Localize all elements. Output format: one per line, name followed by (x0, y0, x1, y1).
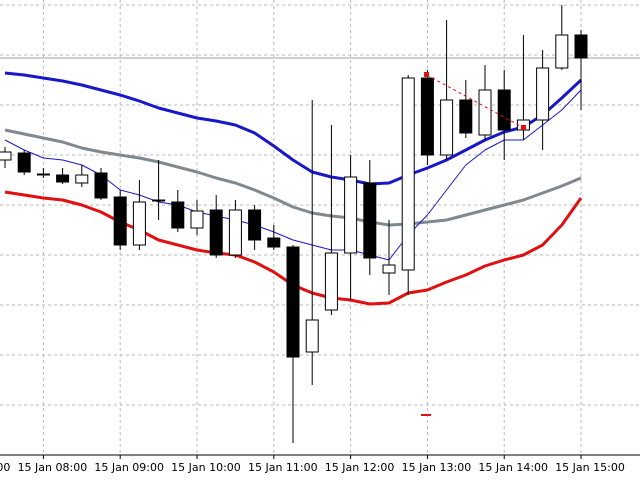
candle-body (401, 77, 415, 271)
candle-body (344, 176, 358, 254)
x-tick-label: 15 Jan 09:00 (94, 461, 164, 474)
candle-body (171, 201, 185, 229)
x-tick-label: 15 Jan 07:00 (0, 461, 10, 474)
candle-body (305, 319, 319, 353)
candle-body (478, 89, 492, 136)
candle-body (36, 173, 50, 176)
x-tick-label: 15 Jan 14:00 (478, 461, 548, 474)
trend-point (521, 125, 526, 130)
indicator-line (4, 89, 582, 261)
candle-body (363, 182, 377, 259)
x-tick-label: 15 Jan 15:00 (555, 461, 625, 474)
candle-body (132, 201, 146, 246)
candle-body (17, 152, 31, 173)
candle-body (574, 34, 588, 59)
candle-body (536, 67, 550, 121)
candle-body (440, 99, 454, 156)
trend-line (426, 74, 525, 129)
candle-body (555, 34, 569, 69)
candle-body (497, 89, 511, 131)
candle-body (267, 237, 281, 248)
x-tick-label: 15 Jan 13:00 (402, 461, 472, 474)
candle-body (459, 99, 473, 134)
candle-body (75, 174, 89, 184)
candle-body (286, 246, 300, 358)
candle-body (420, 77, 434, 156)
candle-body (228, 209, 242, 256)
candle-body (248, 209, 262, 241)
x-tick-label: 15 Jan 11:00 (248, 461, 318, 474)
candle-body (382, 264, 396, 274)
candle-body (209, 209, 223, 256)
candle-body (94, 172, 108, 199)
x-tick-label: 15 Jan 08:00 (18, 461, 88, 474)
indicator-line (4, 128, 582, 227)
candle-body (152, 199, 166, 202)
trend-point (424, 72, 429, 77)
candle-body (56, 174, 70, 183)
indicator-line (4, 71, 583, 186)
candle-body (190, 210, 204, 229)
x-tick-label: 15 Jan 12:00 (325, 461, 395, 474)
candle-body (113, 196, 127, 246)
x-tick-label: 15 Jan 10:00 (171, 461, 241, 474)
candle-body (324, 252, 338, 311)
candle-body (0, 151, 12, 161)
drawn-objects (421, 72, 526, 416)
